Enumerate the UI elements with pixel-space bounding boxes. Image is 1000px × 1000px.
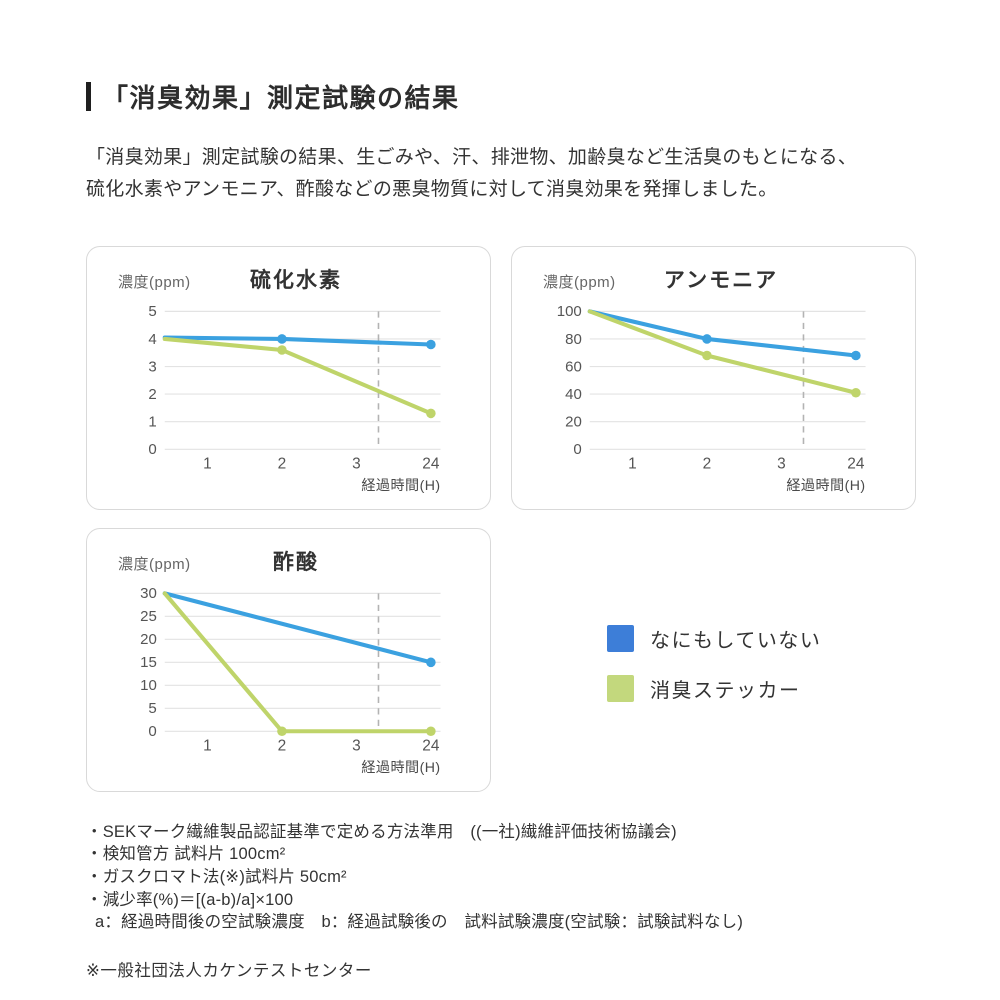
y-tick-label: 0: [148, 441, 156, 458]
x-tick-label: 3: [777, 456, 786, 473]
y-axis-title: 濃度(ppm): [118, 555, 191, 573]
y-tick-label: 25: [140, 608, 157, 625]
data-point: [702, 350, 712, 361]
footnote-gas-chromatography: ・ガスクロマト法(※)試料片 50cm²: [86, 868, 347, 886]
legend-label: なにもしていない: [650, 629, 822, 652]
x-tick-label: 24: [847, 456, 865, 473]
chart-title: 酢酸: [273, 550, 319, 574]
data-point: [426, 657, 436, 667]
y-tick-label: 20: [140, 631, 157, 648]
chart-header: 濃度(ppm) 酢酸: [101, 545, 476, 581]
series-line-なにもしていない: [587, 309, 858, 358]
chart-legend: なにもしていない 消臭ステッカー: [511, 528, 916, 792]
footnote-method: ・SEKマーク繊維製品認証基準で定める方法準用 ((一社)繊維評価技術協議会): [86, 822, 677, 841]
line-chart-hydrogen-sulfide: 5 4 3 2 1 0 1 2 3 24 経過時間(H): [148, 303, 441, 493]
y-axis-title: 濃度(ppm): [118, 273, 191, 291]
data-point: [277, 345, 287, 355]
chart-card-ammonia: 濃度(ppm) アンモニア 100 80 60 40 20 0 1 2 3 24 経過時間(H): [511, 245, 916, 510]
data-point: [426, 408, 436, 419]
y-tick-label: 15: [140, 654, 157, 671]
chart-title: 硫化水素: [250, 268, 342, 292]
y-tick-label: 5: [148, 700, 156, 717]
legend-swatch-green: [607, 674, 634, 702]
chart-header: 濃度(ppm) アンモニア: [526, 263, 901, 299]
y-tick-label: 3: [148, 358, 156, 375]
intro-line-2: 硫化水素やアンモニア、酢酸などの悪臭物質に対して消臭効果を発揮しました。: [86, 178, 778, 200]
testing-organization-note: ※一般社団法人カケンテストセンター: [86, 961, 372, 980]
x-tick-label: 3: [352, 738, 361, 755]
y-tick-label: 20: [565, 413, 582, 430]
legend-swatch-blue: [607, 624, 634, 652]
intro-line-1: 「消臭効果」測定試験の結果、生ごみや、汗、排泄物、加齢臭など生活臭のもとになる、: [86, 147, 858, 168]
y-tick-label: 4: [148, 331, 156, 348]
legend-item-untreated: なにもしていない: [607, 624, 916, 653]
title-accent-bar: [86, 82, 91, 111]
data-point: [277, 333, 287, 344]
line-chart-ammonia: 100 80 60 40 20 0 1 2 3 24 経過時間(H): [557, 303, 866, 493]
y-tick-label: 30: [140, 585, 157, 602]
footnotes: ・SEKマーク繊維製品認証基準で定める方法準用 ((一社)繊維評価技術協議会) …: [86, 821, 922, 934]
x-tick-label: 2: [278, 738, 287, 755]
y-tick-label: 10: [140, 677, 157, 694]
y-tick-label: 1: [148, 413, 156, 430]
charts-grid: 濃度(ppm) 硫化水素 5 4 3 2 1 0 1 2 3 24 経過時間(H) 濃度(ppm) …: [86, 245, 922, 792]
page-title: 「消臭効果」測定試験の結果: [102, 83, 460, 113]
chart-card-acetic-acid: 濃度(ppm) 酢酸 30 25 20 15 10 5 0 1 2 3 24 経過時間(H): [86, 527, 491, 792]
footnote-formula-variables: a：経過時間後の空試験濃度 b：経過試験後の 試料試験濃度(空試験：試験試料なし…: [95, 913, 744, 932]
x-tick-label: 1: [203, 456, 212, 473]
line-chart-acetic-acid: 30 25 20 15 10 5 0 1 2 3 24 経過時間(H): [140, 585, 441, 775]
data-point: [426, 726, 436, 736]
chart-header: 濃度(ppm) 硫化水素: [101, 263, 476, 299]
y-tick-label: 40: [565, 386, 582, 403]
x-axis-title: 経過時間(H): [786, 477, 865, 493]
footnote-detection-tube: ・検知管方 試料片 100cm²: [86, 845, 286, 864]
y-tick-label: 80: [565, 331, 582, 348]
x-tick-label: 24: [422, 738, 440, 755]
legend-label: 消臭ステッカー: [650, 679, 801, 702]
page-title-row: 「消臭効果」測定試験の結果: [86, 78, 922, 115]
y-tick-label: 5: [148, 303, 156, 320]
y-tick-label: 0: [148, 723, 156, 740]
data-point: [277, 726, 287, 736]
intro-text: 「消臭効果」測定試験の結果、生ごみや、汗、排泄物、加齢臭など生活臭のもとになる、…: [86, 142, 922, 206]
chart-card-hydrogen-sulfide: 濃度(ppm) 硫化水素 5 4 3 2 1 0 1 2 3 24 経過時間(H): [86, 245, 491, 510]
x-tick-label: 3: [352, 456, 361, 473]
x-tick-label: 1: [628, 456, 637, 473]
data-point: [426, 339, 436, 350]
x-axis-title: 経過時間(H): [361, 759, 440, 775]
data-point: [851, 387, 861, 398]
legend-item-deodorant-sticker: 消臭ステッカー: [607, 674, 916, 703]
x-tick-label: 2: [703, 456, 712, 473]
series-line-なにもしていない: [162, 591, 433, 665]
data-point: [702, 333, 712, 344]
x-tick-label: 2: [278, 456, 287, 473]
x-axis-title: 経過時間(H): [361, 477, 440, 493]
data-point: [851, 350, 861, 361]
x-tick-label: 24: [422, 456, 440, 473]
y-tick-label: 0: [573, 441, 581, 458]
x-tick-label: 1: [203, 738, 212, 755]
y-tick-label: 2: [148, 386, 156, 403]
y-tick-label: 100: [557, 303, 582, 320]
y-tick-label: 60: [565, 358, 582, 375]
footnote-reduction-formula: ・減少率(%)＝[(a-b)/a]×100: [86, 890, 294, 909]
chart-title: アンモニア: [663, 268, 779, 292]
y-axis-title: 濃度(ppm): [543, 273, 616, 291]
series-line-消臭ステッカー: [162, 336, 433, 416]
